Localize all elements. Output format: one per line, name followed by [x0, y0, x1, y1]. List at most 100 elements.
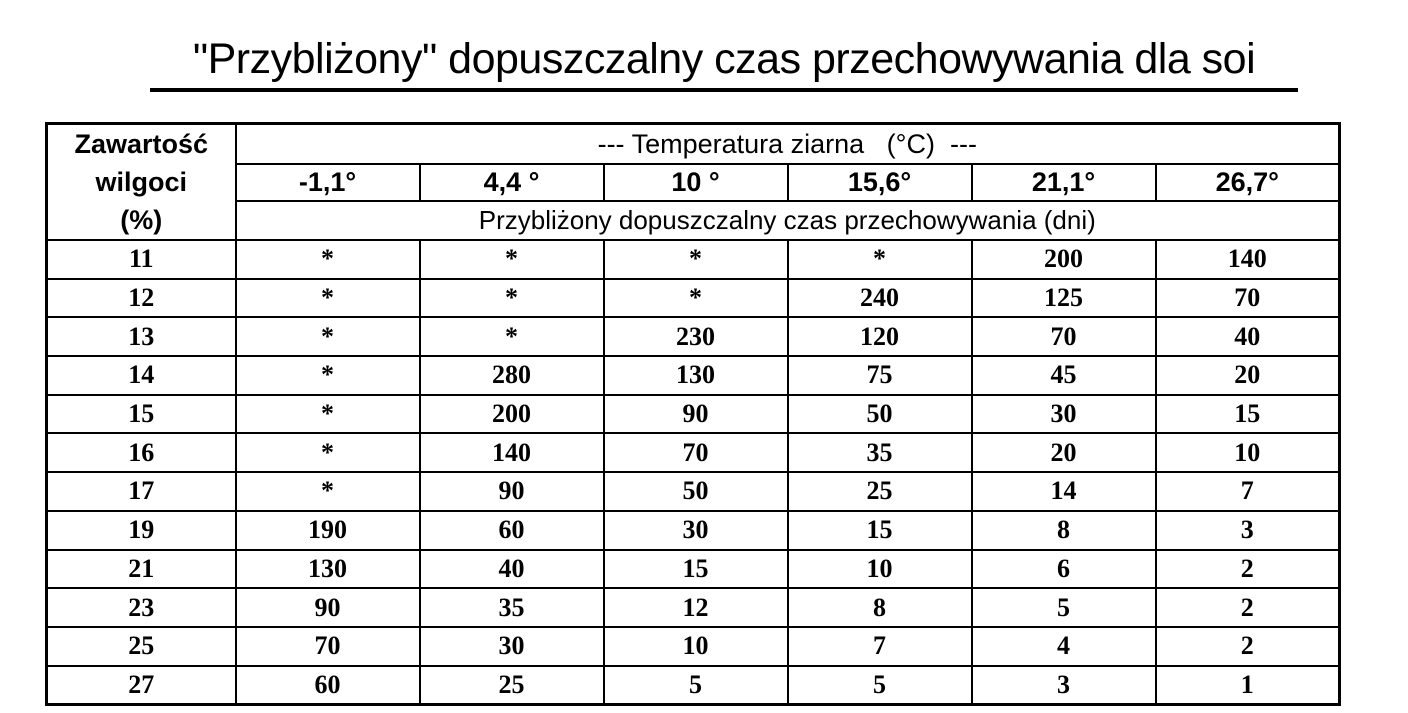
table-row: 19 190 60 30 15 8 3 — [45, 509, 1341, 551]
page-title-underline: "Przybliżony" dopuszczalny czas przechow… — [150, 34, 1298, 92]
storage-days-cell: 3 — [1154, 509, 1341, 551]
storage-days-cell: 4 — [970, 625, 1157, 667]
table-header-row-temperature: Zawartość wilgoci (%) --- Temperatura zi… — [45, 122, 1341, 241]
storage-days-cell: * — [234, 393, 421, 435]
storage-days-cell: 2 — [1154, 587, 1341, 628]
storage-days-cell: * — [786, 239, 973, 280]
storage-days-cell: * — [234, 355, 421, 396]
storage-days-cell: * — [602, 239, 789, 280]
storage-days-cell: 30 — [602, 509, 789, 551]
storage-days-cell: 30 — [970, 393, 1157, 435]
temp-column-header: 4,4 ° — [418, 163, 605, 203]
moisture-value: 16 — [45, 432, 237, 474]
temp-column-header: 15,6° — [786, 163, 973, 203]
table-row: 17 * 90 50 25 14 7 — [45, 471, 1341, 512]
page-title: "Przybliżony" dopuszczalny czas przechow… — [192, 35, 1256, 83]
moisture-value: 12 — [45, 277, 237, 319]
moisture-value: 25 — [45, 625, 237, 667]
storage-days-cell: 30 — [418, 625, 605, 667]
table-row: 25 70 30 10 7 4 2 — [45, 625, 1341, 667]
moisture-header-line-3: (%) — [120, 205, 163, 235]
storage-days-cell: 12 — [602, 587, 789, 628]
table-row: 27 60 25 5 5 3 1 — [45, 664, 1341, 706]
moisture-value: 21 — [45, 548, 237, 590]
temp-column-header: 10 ° — [602, 163, 789, 203]
storage-days-cell: 60 — [234, 664, 421, 706]
storage-days-cell: 25 — [418, 664, 605, 706]
storage-days-cell: 1 — [1154, 664, 1341, 706]
storage-days-cell: 3 — [970, 664, 1157, 706]
storage-days-cell: 7 — [786, 625, 973, 667]
storage-days-cell: 45 — [970, 355, 1157, 396]
moisture-value: 13 — [45, 316, 237, 358]
storage-days-cell: 60 — [418, 509, 605, 551]
table-header-row-subtitle: Przybliżony dopuszczalny czas przechowyw… — [47, 200, 1341, 241]
table-row: 16 * 140 70 35 20 10 — [45, 432, 1341, 474]
storage-days-cell: 35 — [786, 432, 973, 474]
storage-time-table: Zawartość wilgoci (%) --- Temperatura zi… — [45, 122, 1342, 706]
storage-days-cell: * — [234, 239, 421, 280]
storage-days-cell: 50 — [786, 393, 973, 435]
storage-days-cell: * — [234, 471, 421, 512]
storage-days-cell: 14 — [970, 471, 1157, 512]
storage-days-cell: * — [234, 277, 421, 319]
table-row: 12 * * * 240 125 70 — [45, 277, 1341, 319]
storage-days-cell: 10 — [1154, 432, 1341, 474]
moisture-header-line-2: wilgoci — [95, 167, 187, 197]
storage-days-cell: 40 — [418, 548, 605, 590]
storage-days-cell: 20 — [1154, 355, 1341, 396]
storage-days-cell: 130 — [602, 355, 789, 396]
storage-days-cell: 2 — [1154, 548, 1341, 590]
moisture-value: 14 — [45, 355, 237, 396]
storage-days-cell: 230 — [602, 316, 789, 358]
storage-days-cell: * — [418, 316, 605, 358]
temp-column-header: -1,1° — [234, 163, 421, 203]
storage-days-cell: 5 — [602, 664, 789, 706]
storage-days-cell: 7 — [1154, 471, 1341, 512]
storage-days-cell: 125 — [970, 277, 1157, 319]
moisture-value: 17 — [45, 471, 237, 512]
storage-days-cell: * — [418, 239, 605, 280]
storage-days-cell: 70 — [234, 625, 421, 667]
storage-days-cell: 75 — [786, 355, 973, 396]
storage-days-cell: 5 — [786, 664, 973, 706]
storage-days-cell: 190 — [234, 509, 421, 551]
storage-days-cell: 70 — [602, 432, 789, 474]
moisture-value: 19 — [45, 509, 237, 551]
storage-days-cell: 200 — [970, 239, 1157, 280]
storage-days-cell: 130 — [234, 548, 421, 590]
storage-days-cell: 10 — [602, 625, 789, 667]
moisture-header-line-1: Zawartość — [74, 129, 209, 159]
moisture-value: 23 — [45, 587, 237, 628]
grain-temperature-header: --- Temperatura ziarna (°C) --- — [234, 122, 1341, 166]
storage-days-cell: 2 — [1154, 625, 1341, 667]
temp-column-header: 21,1° — [970, 163, 1157, 203]
storage-days-cell: 15 — [786, 509, 973, 551]
storage-days-cell: * — [602, 277, 789, 319]
storage-days-cell: 8 — [786, 587, 973, 628]
storage-days-cell: * — [234, 432, 421, 474]
storage-days-cell: 90 — [602, 393, 789, 435]
table-row: 15 * 200 90 50 30 15 — [45, 393, 1341, 435]
storage-days-cell: 35 — [418, 587, 605, 628]
table-row: 14 * 280 130 75 45 20 — [45, 355, 1341, 396]
moisture-value: 27 — [45, 664, 237, 706]
storage-days-cell: 50 — [602, 471, 789, 512]
storage-days-cell: 40 — [1154, 316, 1341, 358]
temp-column-header: 26,7° — [1154, 163, 1341, 203]
table-row: 21 130 40 15 10 6 2 — [45, 548, 1341, 590]
storage-days-cell: * — [418, 277, 605, 319]
storage-days-cell: 15 — [1154, 393, 1341, 435]
storage-days-cell: 15 — [602, 548, 789, 590]
storage-days-cell: 90 — [234, 587, 421, 628]
table-row: 23 90 35 12 8 5 2 — [45, 587, 1341, 628]
storage-days-cell: 280 — [418, 355, 605, 396]
storage-days-cell: 20 — [970, 432, 1157, 474]
storage-days-cell: 120 — [786, 316, 973, 358]
moisture-content-header: Zawartość wilgoci (%) — [45, 122, 237, 241]
storage-days-cell: 140 — [1154, 239, 1341, 280]
storage-days-cell: 5 — [970, 587, 1157, 628]
storage-days-cell: 240 — [786, 277, 973, 319]
storage-days-cell: 6 — [970, 548, 1157, 590]
table-row: 13 * * 230 120 70 40 — [45, 316, 1341, 358]
